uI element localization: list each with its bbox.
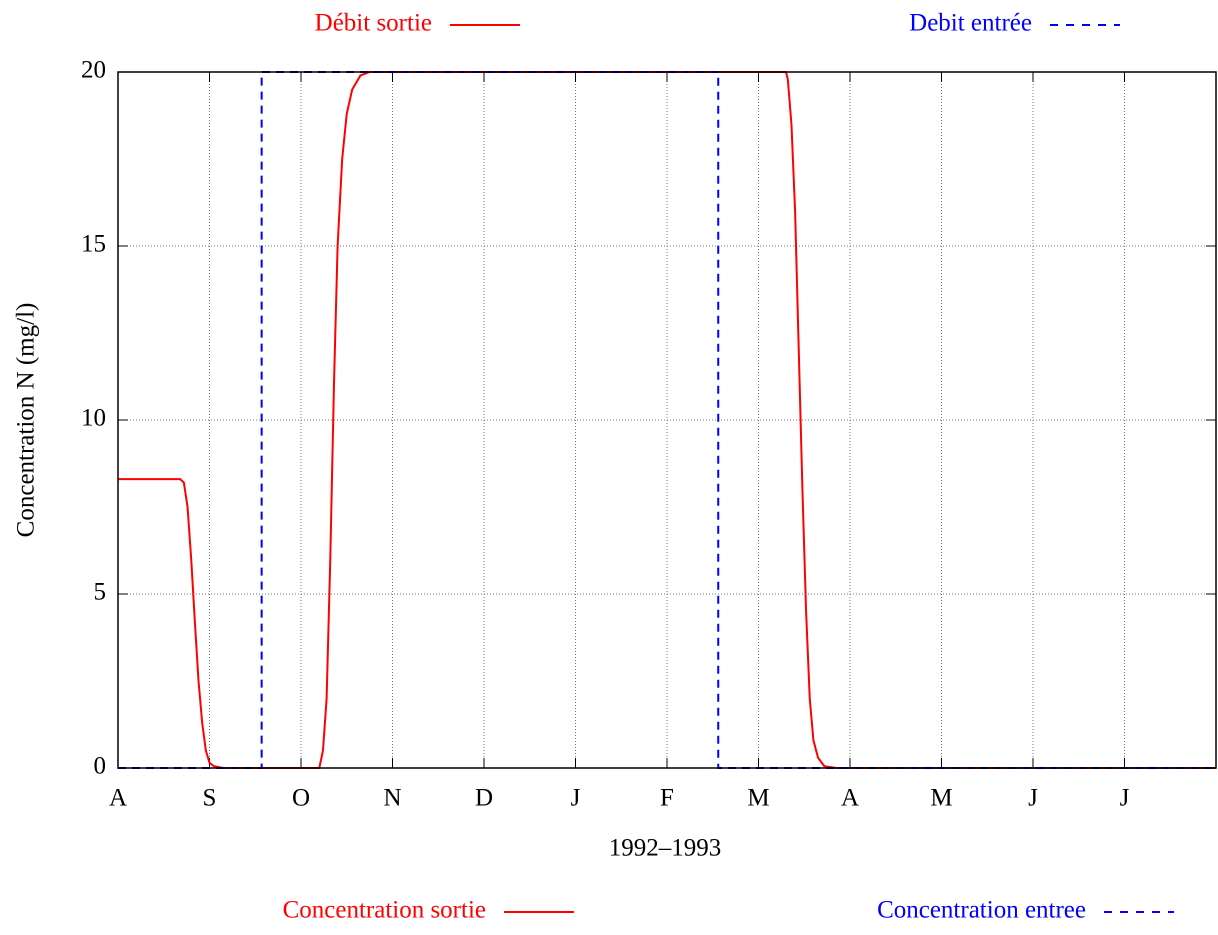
x-tick-label: N	[383, 785, 401, 812]
y-tick-label: 0	[94, 753, 107, 780]
legend-label: Concentration entree	[877, 897, 1086, 924]
y-axis-label: Concentration N (mg/l)	[13, 303, 40, 538]
legend-label: Debit entrée	[909, 10, 1032, 37]
legend-label: Concentration sortie	[283, 897, 486, 924]
y-tick-label: 10	[81, 405, 106, 432]
x-tick-label: J	[1120, 785, 1130, 812]
y-tick-label: 5	[94, 579, 107, 606]
x-axis-label: 1992–1993	[609, 835, 722, 862]
x-tick-label: A	[841, 785, 859, 812]
legend-label: Débit sortie	[315, 10, 432, 37]
data-line	[118, 71, 1216, 769]
x-tick-label: M	[747, 785, 769, 812]
x-tick-label: S	[203, 785, 217, 812]
y-tick-label: 20	[81, 57, 106, 84]
x-tick-label: D	[475, 785, 493, 812]
plot-frame	[117, 71, 1217, 769]
x-tick-label: M	[930, 785, 952, 812]
x-tick-label: J	[571, 785, 581, 812]
x-tick-label: J	[1028, 785, 1038, 812]
y-tick-label: 15	[81, 231, 106, 258]
x-tick-label: A	[109, 785, 127, 812]
x-tick-label: F	[660, 785, 674, 812]
x-tick-label: O	[292, 785, 310, 812]
